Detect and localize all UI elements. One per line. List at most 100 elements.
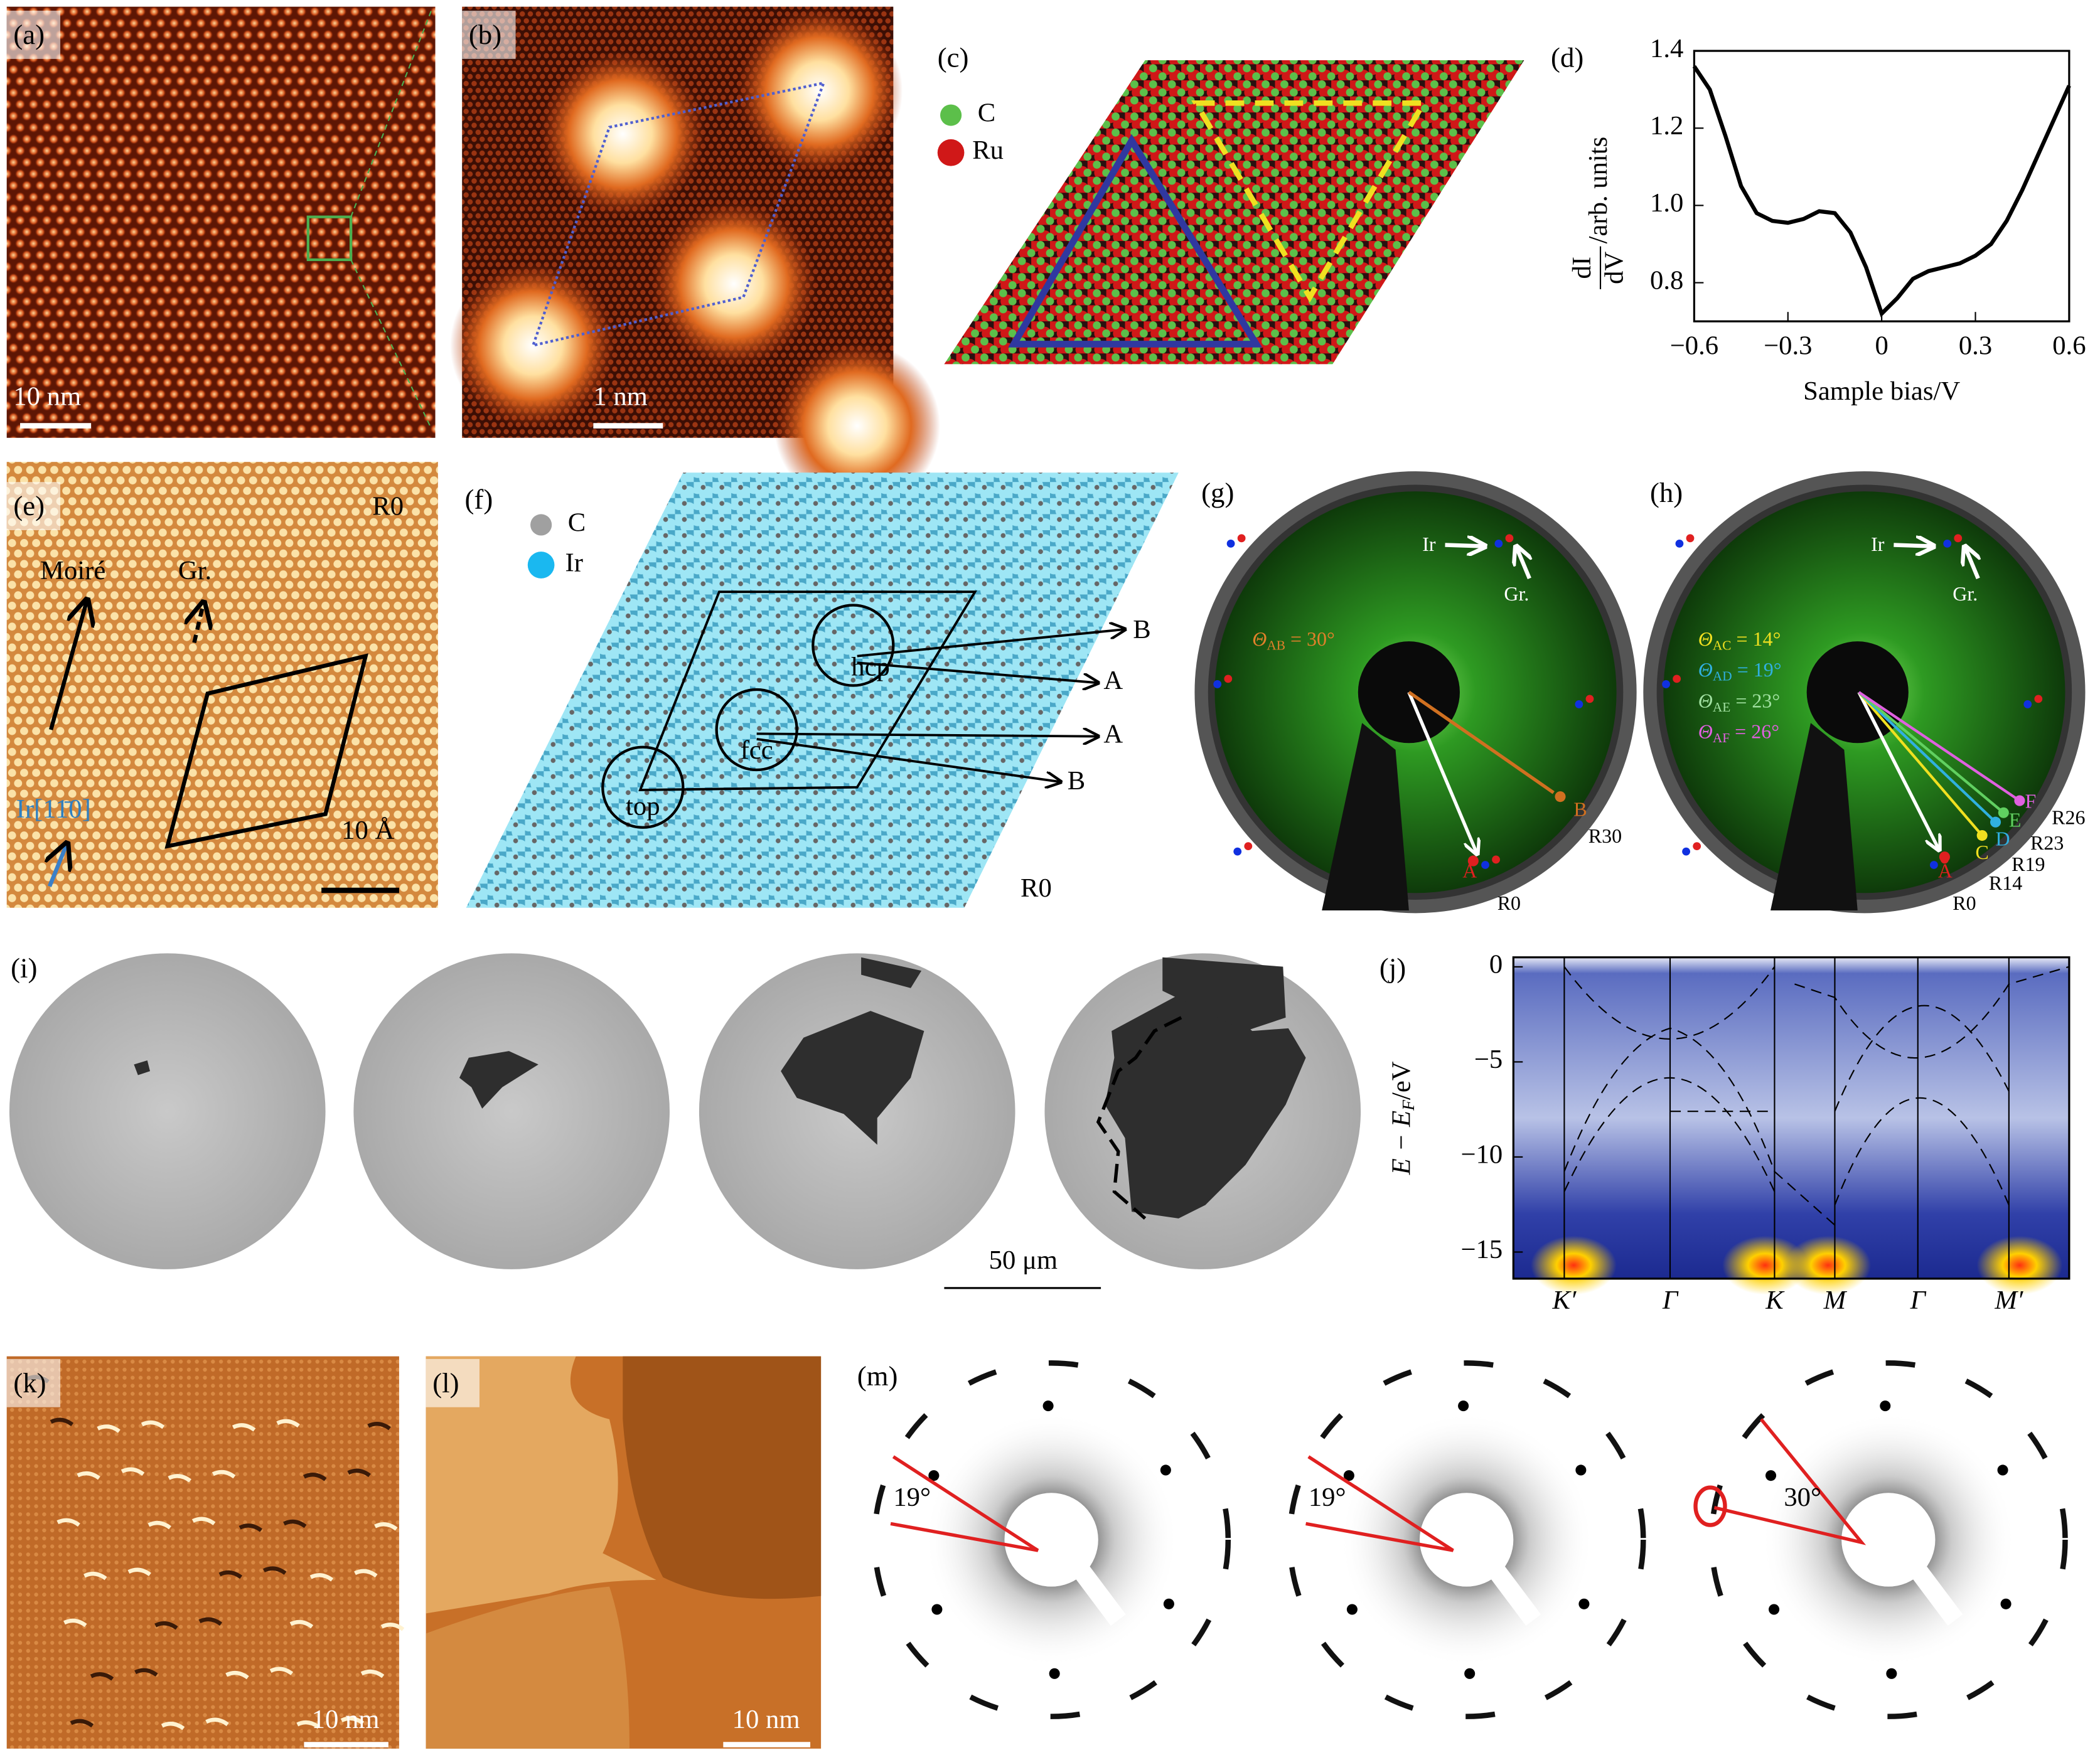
y-label-den: dV [1599, 252, 1629, 284]
y-tick-label: 1.4 [1650, 34, 1683, 63]
y-tick-label: 0.8 [1650, 265, 1683, 295]
angle-subscript: AC [1713, 638, 1732, 653]
rotation-label: R19 [2012, 853, 2045, 875]
x-tick-label: K′ [1552, 1286, 1577, 1315]
adsorbate-blob [651, 201, 817, 367]
leed-spot [1673, 675, 1681, 683]
rotation-label: R0 [1953, 892, 1976, 914]
diffraction-spot [1160, 1464, 1171, 1476]
defect [282, 1519, 307, 1528]
panel-label-box [6, 1358, 61, 1407]
legend-label: C [978, 98, 995, 127]
leed-spot-marker [1990, 816, 2001, 828]
legend-dot [527, 552, 555, 579]
legend-dot [937, 139, 965, 166]
legend-label: Ru [972, 136, 1004, 165]
leed-spot [1213, 680, 1222, 688]
y-label-rest: /eV [1386, 1061, 1416, 1100]
edge-trace [1096, 1016, 1182, 1220]
defect [141, 1420, 165, 1429]
rotation-label: R0 [372, 492, 404, 521]
graphene-flake [781, 1011, 924, 1145]
defect [191, 1517, 216, 1526]
defect [374, 1522, 398, 1531]
leed-spot [1686, 534, 1695, 543]
graphene-flake [1105, 984, 1306, 1219]
defect [56, 1518, 80, 1527]
diffraction-spot [928, 1470, 940, 1481]
spot-label: C [1976, 841, 1989, 863]
diffraction-spot [1042, 1400, 1054, 1412]
panel-label-box [426, 1358, 479, 1407]
leem-image [353, 953, 670, 1269]
y-label-main: E − E [1386, 1111, 1416, 1175]
x-tick-label: M′ [1994, 1286, 2023, 1315]
angle-label: ΘAB = 30° [1252, 627, 1335, 653]
rotation-label: R26 [2052, 806, 2085, 828]
scale-label: 50 μm [989, 1245, 1058, 1275]
plot-frame [1512, 956, 2071, 1280]
defect [238, 1523, 263, 1532]
arrow-label: Gr. [178, 556, 212, 585]
defect [168, 1474, 191, 1483]
defect [360, 1669, 385, 1678]
diffraction-spot [2000, 1598, 2012, 1609]
leed-spot [1693, 842, 1701, 851]
defect [77, 1471, 100, 1480]
angle-label: ΘAC = 14° [1698, 627, 1781, 653]
defect [121, 1467, 145, 1476]
diffraction-spot [1769, 1604, 1780, 1615]
gun-shadow [1358, 641, 1460, 744]
y-tick-label: 0 [1489, 950, 1503, 979]
diffraction-spot [1575, 1464, 1587, 1476]
dos-curve [1692, 65, 2071, 317]
x-tick-label: Γ [1910, 1286, 1927, 1315]
unit-cell [531, 81, 826, 348]
leed-spot-marker [1976, 830, 1988, 841]
spot-vector [1858, 691, 2021, 802]
leed-spot-marker [2014, 795, 2025, 806]
beam-stop [1419, 1493, 1514, 1587]
panel-label: (e) [13, 490, 45, 521]
leed-spot [1675, 539, 1684, 548]
site-circle [601, 745, 685, 829]
defect [212, 1469, 236, 1479]
spot-label: A [1938, 860, 1953, 882]
legend-dot [940, 104, 962, 126]
angle-value: = 14° [1732, 627, 1781, 650]
diffraction-spot [931, 1604, 943, 1615]
fcc-triangle [1008, 134, 1263, 348]
hot-spot [1722, 1235, 1808, 1295]
angle-label: 19° [1309, 1483, 1346, 1512]
defect [147, 1520, 171, 1530]
panel-label: (j) [1379, 952, 1406, 983]
stacking-label: A [1103, 666, 1123, 695]
panel-label: (b) [469, 19, 501, 50]
rotation-label: R23 [2030, 831, 2064, 854]
leed-spot [1233, 847, 1242, 856]
spot-a [1467, 855, 1479, 867]
defect [296, 1720, 320, 1729]
adsorbate-blob [736, 8, 903, 174]
panel-label-box [6, 11, 61, 59]
scale-label: 10 nm [732, 1705, 800, 1734]
defect [218, 1570, 243, 1579]
defect [269, 1667, 294, 1675]
leed-spot [2034, 695, 2043, 703]
leed-spot [1585, 695, 1594, 703]
stacking-label: B [1068, 766, 1085, 796]
leed-spot [1492, 855, 1500, 864]
x-tick-label: −0.3 [1764, 331, 1812, 361]
y-tick-label: 1.2 [1650, 111, 1683, 141]
angle-label: ΘAE = 23° [1698, 690, 1780, 715]
diffraction-ring [872, 1360, 1231, 1719]
defect [63, 1618, 87, 1628]
diffraction-spot [1343, 1470, 1354, 1481]
moire-arrow [49, 600, 87, 730]
panel-label: (a) [13, 19, 45, 50]
panel-label: (k) [13, 1367, 46, 1399]
panel-label-box [6, 482, 61, 531]
gun-shadow [1322, 723, 1409, 911]
adsorbate-blob [450, 262, 616, 429]
